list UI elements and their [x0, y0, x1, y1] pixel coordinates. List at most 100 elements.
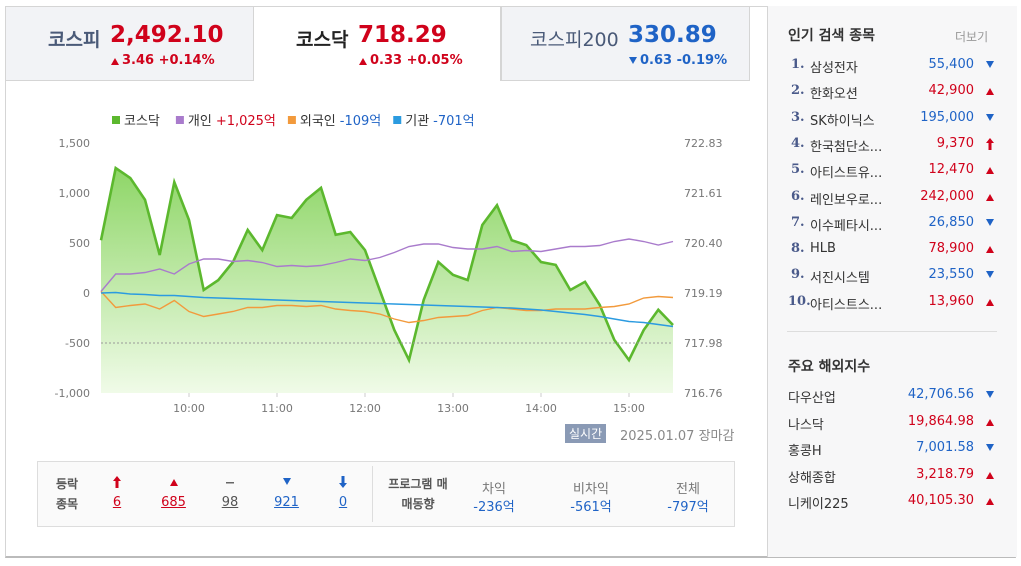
stock-price: 12,470	[928, 162, 975, 178]
index-change: 3.46 +0.14%	[122, 53, 215, 68]
direction-glyph	[986, 391, 994, 398]
stock-row[interactable]: 9. 서진시스템 23,550	[767, 267, 1017, 291]
x-tick-label: 15:00	[613, 402, 645, 415]
index-tab[interactable]: 코스피 2,492.10 3.46 +0.14%	[5, 6, 254, 81]
stock-row[interactable]: 3. SK하이닉스 195,000	[767, 110, 1017, 134]
rank: 3.	[791, 109, 805, 125]
status-badge: 실시간	[565, 424, 607, 443]
stock-price: 55,400	[928, 57, 975, 72]
section-title: 인기 검색 종목	[788, 28, 876, 44]
breadth-count[interactable]: 98	[221, 495, 239, 510]
foreign-name: 상해종합	[788, 470, 836, 486]
status-text: 2025.01.07 장마감	[620, 429, 735, 444]
direction-icon	[111, 58, 119, 65]
section-title: 주요 해외지수	[788, 359, 871, 375]
program-name: 차익	[482, 482, 506, 497]
rank: 10.	[788, 293, 811, 309]
stock-row[interactable]: 1. 삼성전자 55,400	[767, 57, 1017, 81]
more-link[interactable]: 더보기	[955, 30, 989, 44]
direction-glyph	[339, 476, 347, 488]
direction-icon	[282, 478, 291, 485]
program-label: 프로그램 매매동향	[388, 477, 448, 511]
direction-glyph	[282, 478, 291, 485]
rank: 1.	[791, 57, 805, 72]
y-tick-label: 500	[69, 237, 90, 250]
breadth-count[interactable]: 6	[112, 495, 122, 510]
direction-icon	[986, 298, 994, 306]
program-name: 비차익	[573, 482, 609, 497]
direction-icon	[226, 482, 234, 484]
y-tick-label: 1,500	[59, 137, 91, 150]
direction-icon	[113, 476, 121, 488]
box-divider	[372, 466, 373, 522]
stock-name: 한화오션	[810, 87, 858, 103]
y2-tick-label: 720.40	[684, 237, 723, 250]
direction-glyph	[986, 418, 994, 426]
direction-glyph	[111, 58, 119, 65]
legend-swatch	[175, 116, 184, 124]
stock-row[interactable]: 2. 한화오션 42,900	[767, 83, 1017, 107]
series-line	[100, 291, 674, 328]
foreign-value: 42,706.56	[907, 387, 974, 402]
rank: 8.	[791, 241, 805, 257]
area	[101, 168, 673, 393]
index-row: 상해종합 3,218.79	[767, 467, 1017, 491]
legend-swatch	[287, 116, 296, 124]
stock-name: 레인보우로...	[810, 192, 883, 208]
y-tick-label: -1,000	[55, 387, 90, 400]
breadth-count[interactable]: 921	[274, 495, 299, 510]
program-value: -797억	[667, 500, 709, 515]
side-panel	[767, 6, 1017, 557]
stock-name: 이수페타시...	[810, 218, 883, 234]
series-line	[100, 238, 674, 292]
y2-tick-label: 722.83	[684, 137, 723, 150]
index-row: 다우산업 42,706.56	[767, 387, 1017, 411]
rank: 2.	[791, 83, 805, 99]
legend-net: -701억	[433, 114, 474, 129]
index-name: 코스피	[48, 29, 101, 51]
direction-glyph	[986, 271, 994, 279]
direction-glyph	[986, 298, 994, 306]
stock-row[interactable]: 4. 한국첨단소... 9,370	[767, 136, 1017, 160]
direction-glyph	[169, 479, 178, 486]
breadth-label: 등락 종목	[55, 477, 79, 511]
index-change: 0.63 -0.19%	[640, 53, 728, 68]
x-tick-label: 13:00	[437, 402, 469, 415]
series-line	[99, 165, 674, 364]
breadth-count[interactable]: 685	[161, 495, 186, 510]
foreign-value: 3,218.79	[916, 466, 974, 482]
stock-row[interactable]: 10. 아티스트스... 13,960	[767, 294, 1017, 318]
stock-row[interactable]: 8. HLB 78,900	[767, 241, 1017, 265]
stock-name: 서진시스템	[810, 271, 870, 287]
direction-glyph	[986, 167, 994, 175]
x-tick-label: 11:00	[261, 402, 293, 415]
y2-tick-label: 716.76	[684, 387, 723, 400]
direction-icon	[986, 218, 994, 226]
direction-glyph	[629, 57, 637, 64]
direction-icon	[169, 479, 178, 486]
breadth-count[interactable]: 0	[338, 495, 348, 510]
stock-row[interactable]: 6. 레인보우로... 242,000	[767, 189, 1017, 213]
stock-price: 42,900	[928, 83, 975, 99]
stock-price: 26,850	[928, 214, 975, 230]
index-change: 0.33 +0.05%	[370, 53, 463, 68]
stock-name: 한국첨단소...	[810, 139, 883, 155]
stock-row[interactable]: 5. 아티스트유... 12,470	[767, 162, 1017, 186]
legend-label: 코스닥	[124, 114, 160, 129]
rank: 5.	[791, 162, 805, 178]
y-tick-label: -500	[65, 337, 90, 350]
index-name: 코스피200	[530, 29, 619, 51]
legend-net: -109억	[340, 114, 381, 129]
legend-swatch	[112, 116, 120, 124]
stock-row[interactable]: 7. 이수페타시... 26,850	[767, 215, 1017, 239]
stock-name: HLB	[810, 241, 836, 257]
foreign-name: 다우산업	[788, 391, 836, 406]
stock-name: 삼성전자	[810, 61, 858, 76]
index-tab[interactable]: 코스닥 718.29 0.33 +0.05%	[253, 6, 501, 81]
index-tab[interactable]: 코스피200 330.89 0.63 -0.19%	[501, 6, 750, 81]
foreign-value: 7,001.58	[916, 440, 974, 455]
direction-icon	[986, 471, 994, 479]
direction-icon	[986, 167, 994, 175]
rank: 7.	[791, 214, 805, 230]
